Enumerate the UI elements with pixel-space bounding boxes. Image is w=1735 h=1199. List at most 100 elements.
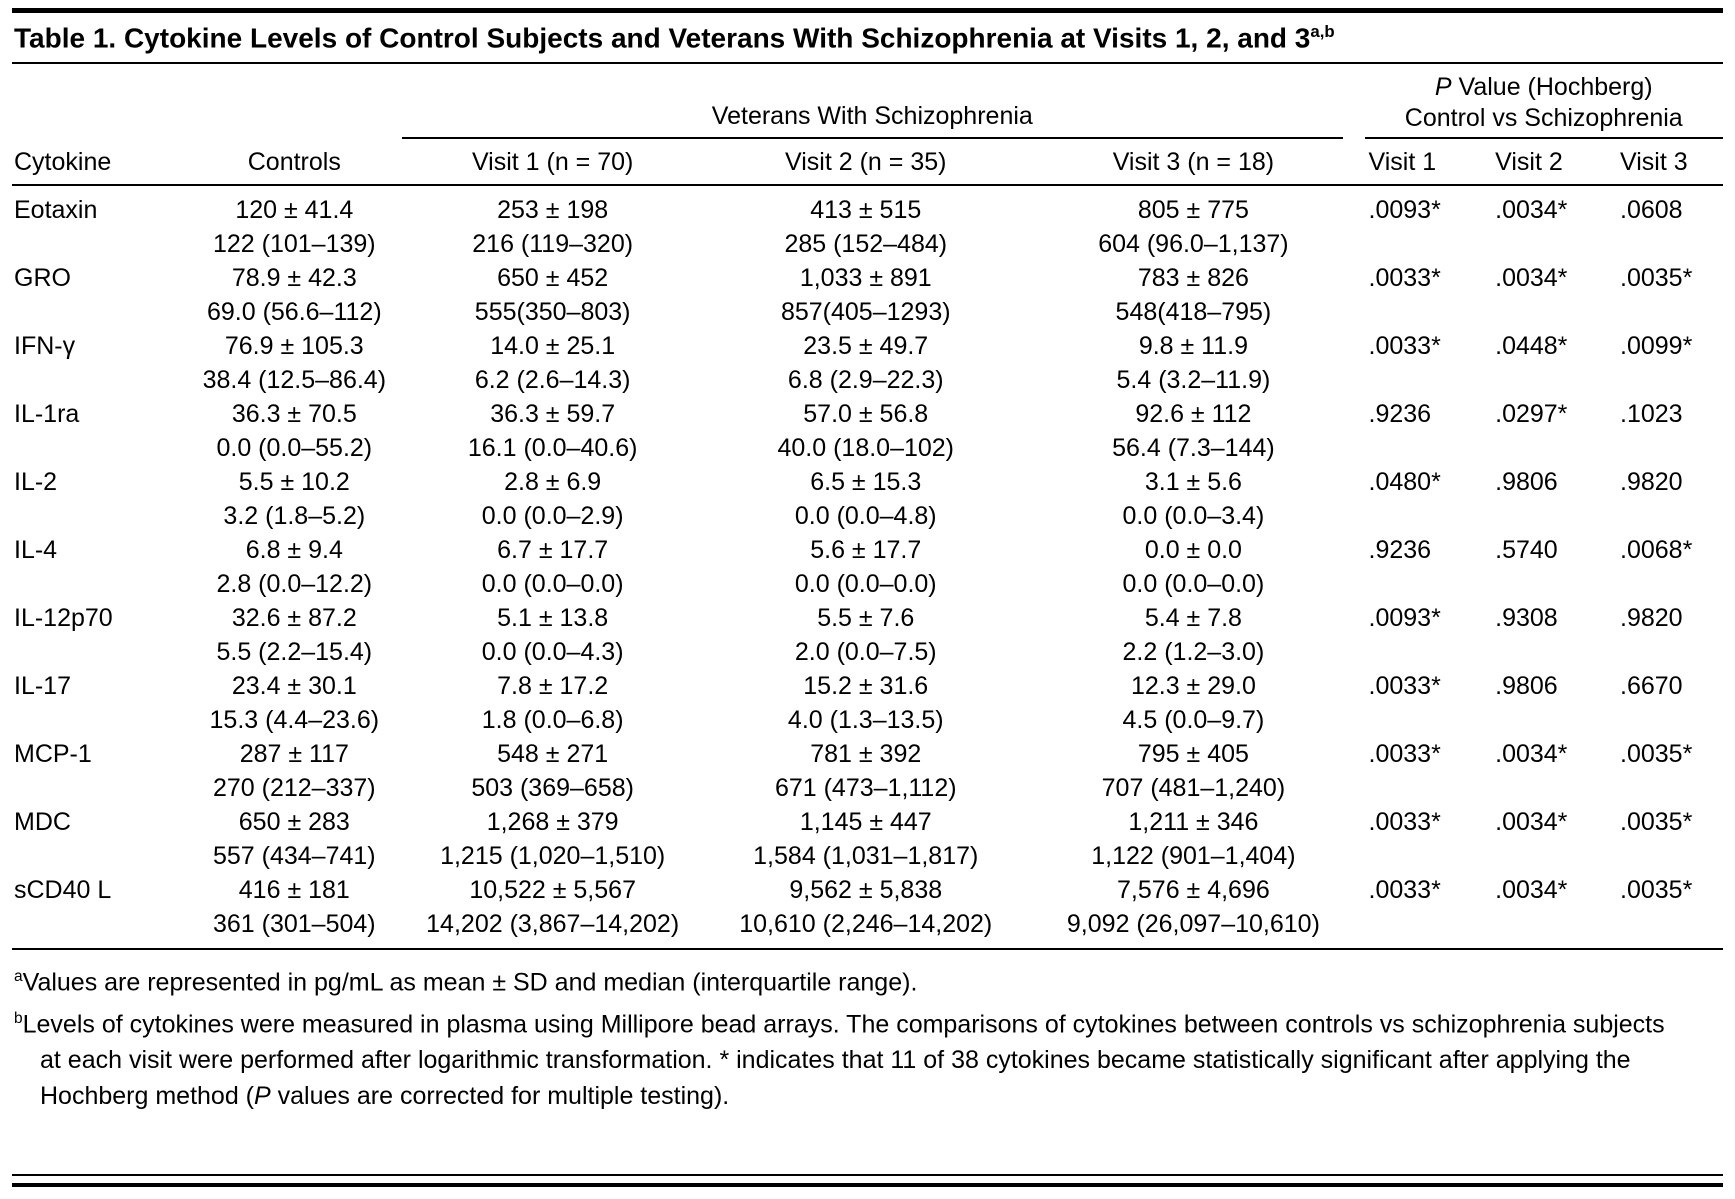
footnote-b: bLevels of cytokines were measured in pl… bbox=[14, 1001, 1669, 1114]
visit1-mean-sd: 2.8 ± 6.9 bbox=[504, 468, 602, 497]
pvalue-empty bbox=[1359, 227, 1486, 261]
top-rule bbox=[12, 8, 1723, 13]
pvalue-visit3: .0608 bbox=[1620, 196, 1683, 225]
cytokine-name: IFN-γ bbox=[14, 332, 76, 361]
visit1-median-iqr: 0.0 (0.0–2.9) bbox=[481, 502, 624, 531]
pvalue-visit2: .0448* bbox=[1495, 332, 1568, 361]
cytokine-name-spacer bbox=[12, 635, 187, 669]
pvalue-header-line1: P Value (Hochberg) bbox=[1365, 72, 1723, 103]
cytokine-name-spacer bbox=[12, 431, 187, 465]
cytokine-table: Veterans With Schizophrenia P Value (Hoc… bbox=[12, 66, 1723, 951]
pvalue-empty bbox=[1610, 499, 1723, 533]
controls-mean-sd: 6.8 ± 9.4 bbox=[245, 536, 343, 565]
visit2-mean-sd: 1,145 ± 447 bbox=[799, 808, 932, 837]
visit1-median-iqr: 1,215 (1,020–1,510) bbox=[440, 842, 666, 871]
table-row-mean: IL-1ra 36.3 ± 70.5 36.3 ± 59.7 57.0 ± 56.8 9… bbox=[12, 397, 1723, 431]
table-title-text: Table 1. Cytokine Levels of Control Subj… bbox=[14, 22, 1311, 54]
visit1-median-iqr: 6.2 (2.6–14.3) bbox=[474, 366, 631, 395]
pvalue-visit2: .5740 bbox=[1495, 536, 1558, 565]
controls-median-iqr: 122 (101–139) bbox=[212, 230, 376, 259]
table-row-median: 2.8 (0.0–12.2) 0.0 (0.0–0.0) 0.0 (0.0–0.0)… bbox=[12, 567, 1723, 601]
pvalue-p-italic: P bbox=[1434, 73, 1452, 102]
pvalue-visit2: .9806 bbox=[1495, 468, 1558, 497]
pvalue-empty bbox=[1485, 499, 1610, 533]
visit2-mean-sd: 23.5 ± 49.7 bbox=[803, 332, 929, 361]
visit2-mean-sd: 1,033 ± 891 bbox=[799, 264, 932, 293]
pvalue-empty bbox=[1359, 635, 1486, 669]
cytokine-name-spacer bbox=[12, 907, 187, 951]
controls-median-iqr: 38.4 (12.5–86.4) bbox=[202, 366, 387, 395]
visit3-median-iqr: 56.4 (7.3–144) bbox=[1112, 434, 1275, 463]
cytokine-name-spacer bbox=[12, 771, 187, 805]
controls-mean-sd: 23.4 ± 30.1 bbox=[231, 672, 357, 701]
group-header-spacer bbox=[12, 66, 402, 139]
table-row-mean: IFN-γ 76.9 ± 105.3 14.0 ± 25.1 23.5 ± 49.7 9… bbox=[12, 329, 1723, 363]
visit3-median-iqr: 9,092 (26,097–10,610) bbox=[1028, 907, 1359, 951]
pvalue-visit1: .0093* bbox=[1368, 196, 1441, 225]
table-row-mean: sCD40 L 416 ± 181 10,522 ± 5,567 9,562 ± 5,… bbox=[12, 873, 1723, 907]
pvalue-empty bbox=[1610, 363, 1723, 397]
controls-mean-sd: 5.5 ± 10.2 bbox=[238, 468, 350, 497]
visit2-median-iqr: 1,584 (1,031–1,817) bbox=[753, 842, 979, 871]
visit1-median-iqr: 16.1 (0.0–40.6) bbox=[467, 434, 638, 463]
table-row-median: 15.3 (4.4–23.6) 1.8 (0.0–6.8) 4.0 (1.3–13.… bbox=[12, 703, 1723, 737]
controls-mean-sd: 78.9 ± 42.3 bbox=[231, 264, 357, 293]
cytokine-name: Eotaxin bbox=[14, 196, 98, 225]
cytokine-name-spacer bbox=[12, 227, 187, 261]
visit3-mean-sd: 783 ± 826 bbox=[1137, 264, 1249, 293]
controls-median-iqr: 361 (301–504) bbox=[186, 907, 403, 951]
bottom-rule bbox=[12, 1174, 1723, 1187]
pvalue-empty bbox=[1485, 703, 1610, 737]
table-row-mean: IL-12p70 32.6 ± 87.2 5.1 ± 13.8 5.5 ± 7.6 5.… bbox=[12, 601, 1723, 635]
table-row-mean: GRO 78.9 ± 42.3 650 ± 452 1,033 ± 891 783 ± … bbox=[12, 261, 1723, 295]
visit3-median-iqr: 4.5 (0.0–9.7) bbox=[1122, 706, 1265, 735]
cytokine-name-spacer bbox=[12, 567, 187, 601]
pvalue-empty bbox=[1485, 839, 1610, 873]
group-header-row: Veterans With Schizophrenia P Value (Hoc… bbox=[12, 66, 1723, 140]
visit2-median-iqr: 0.0 (0.0–4.8) bbox=[794, 502, 937, 531]
cytokine-name: MDC bbox=[14, 808, 71, 837]
pvalue-visit1: .0033* bbox=[1368, 264, 1441, 293]
pvalue-empty bbox=[1485, 295, 1610, 329]
visit2-median-iqr: 40.0 (18.0–102) bbox=[777, 434, 955, 463]
column-header-pvalue-visit2: Visit 2 bbox=[1485, 139, 1611, 187]
controls-mean-sd: 416 ± 181 bbox=[238, 876, 350, 905]
visit3-median-iqr: 2.2 (1.2–3.0) bbox=[1122, 638, 1265, 667]
visit2-median-iqr: 4.0 (1.3–13.5) bbox=[787, 706, 944, 735]
column-header-row: Cytokine Controls Visit 1 (n = 70) Visit… bbox=[12, 139, 1723, 187]
cytokine-name: GRO bbox=[14, 264, 71, 293]
visit3-mean-sd: 795 ± 405 bbox=[1137, 740, 1249, 769]
footnote-marker: b bbox=[14, 1009, 23, 1027]
pvalue-visit1: .9236 bbox=[1368, 400, 1432, 429]
visit3-mean-sd: 9.8 ± 11.9 bbox=[1138, 332, 1248, 361]
pvalue-visit1: .0033* bbox=[1368, 876, 1441, 905]
visit3-median-iqr: 707 (481–1,240) bbox=[1101, 774, 1286, 803]
footnotes: aValues are represented in pg/mL as mean… bbox=[12, 950, 1671, 1114]
visit3-mean-sd: 12.3 ± 29.0 bbox=[1130, 672, 1256, 701]
column-header-visit1: Visit 1 (n = 70) bbox=[402, 139, 704, 187]
table-row-mean: IL-17 23.4 ± 30.1 7.8 ± 17.2 15.2 ± 31.6 12.… bbox=[12, 669, 1723, 703]
pvalue-visit1: .0033* bbox=[1368, 740, 1441, 769]
visit2-mean-sd: 5.5 ± 7.6 bbox=[817, 604, 915, 633]
cytokine-name: IL-4 bbox=[14, 536, 58, 565]
visit1-median-iqr: 14,202 (3,867–14,202) bbox=[402, 907, 704, 951]
pvalue-visit3: .9820 bbox=[1620, 468, 1683, 497]
pvalue-empty bbox=[1485, 635, 1610, 669]
visit2-median-iqr: 6.8 (2.9–22.3) bbox=[787, 366, 944, 395]
footnote-marker: a bbox=[14, 968, 23, 986]
visit1-median-iqr: 216 (119–320) bbox=[472, 230, 634, 259]
cytokine-name: IL-17 bbox=[14, 672, 71, 701]
pvalue-empty bbox=[1359, 295, 1486, 329]
column-header-pvalue-visit3: Visit 3 bbox=[1610, 139, 1723, 187]
controls-median-iqr: 270 (212–337) bbox=[212, 774, 376, 803]
column-header-cytokine: Cytokine bbox=[12, 139, 187, 187]
pvalue-visit3: .1023 bbox=[1620, 400, 1683, 429]
visit3-mean-sd: 805 ± 775 bbox=[1137, 196, 1249, 225]
pvalue-visit3: .0035* bbox=[1620, 740, 1693, 769]
visit3-median-iqr: 0.0 (0.0–3.4) bbox=[1122, 502, 1265, 531]
column-header-visit3: Visit 3 (n = 18) bbox=[1028, 139, 1359, 187]
visit2-mean-sd: 413 ± 515 bbox=[810, 196, 922, 225]
controls-mean-sd: 36.3 ± 70.5 bbox=[231, 400, 357, 429]
visit1-mean-sd: 650 ± 452 bbox=[497, 264, 609, 293]
